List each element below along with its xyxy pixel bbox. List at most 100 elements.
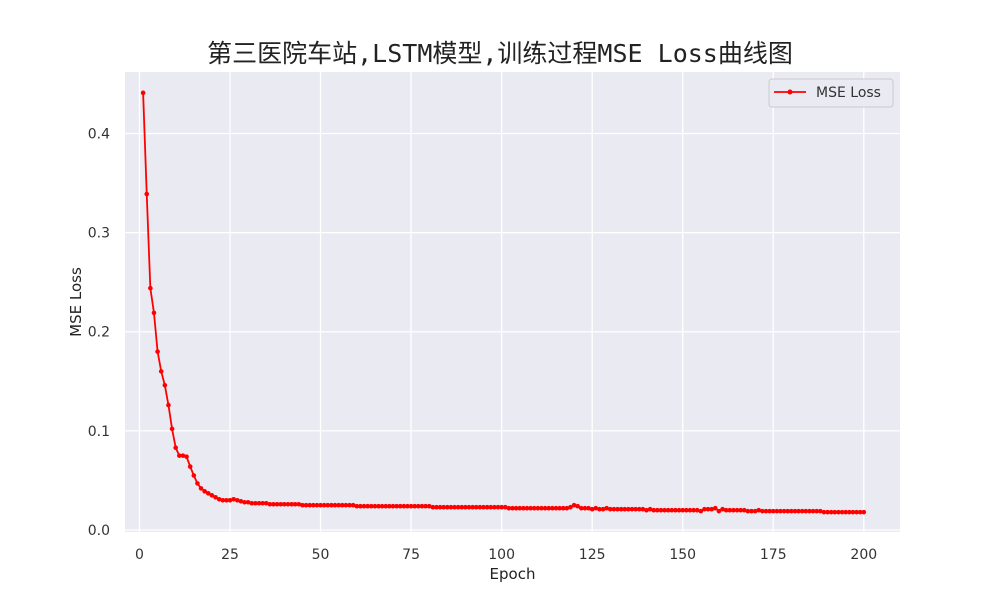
data-point <box>220 497 226 503</box>
data-point <box>296 501 302 507</box>
data-point <box>162 382 168 388</box>
data-point <box>807 508 812 514</box>
data-point <box>274 501 280 507</box>
data-point <box>419 503 425 509</box>
y-tick-label: 0.1 <box>88 424 110 440</box>
data-point <box>224 497 229 503</box>
data-point <box>481 504 486 510</box>
data-point <box>611 506 617 512</box>
data-point <box>256 500 262 506</box>
data-point <box>166 402 171 408</box>
data-point <box>673 507 678 513</box>
data-point <box>597 506 602 512</box>
data-point <box>796 508 801 514</box>
data-point <box>738 507 743 513</box>
data-point <box>720 506 725 512</box>
data-point <box>825 509 830 515</box>
data-point <box>546 505 552 511</box>
data-point <box>437 504 443 510</box>
data-point <box>470 504 475 510</box>
data-point <box>253 500 258 506</box>
data-point <box>803 508 809 514</box>
data-point <box>763 508 769 514</box>
data-point <box>198 486 204 491</box>
data-point <box>238 498 244 504</box>
data-point <box>416 503 421 509</box>
data-point <box>405 503 410 509</box>
data-point <box>144 191 150 197</box>
x-tick-label: 150 <box>669 547 696 563</box>
data-point <box>379 503 385 509</box>
data-point <box>361 503 367 509</box>
data-point <box>321 502 327 508</box>
data-point <box>499 504 504 510</box>
data-point <box>517 505 523 511</box>
data-point <box>542 505 548 511</box>
data-point <box>818 508 823 514</box>
data-point <box>151 310 157 316</box>
data-point <box>799 508 805 514</box>
data-point <box>709 506 714 512</box>
y-tick-label: 0.0 <box>88 523 110 539</box>
x-axis-label: Epoch <box>490 565 536 583</box>
data-point <box>339 502 345 508</box>
data-point <box>749 508 754 514</box>
data-point <box>401 503 407 509</box>
data-point <box>575 503 580 509</box>
data-point <box>249 500 255 506</box>
data-point <box>329 502 334 508</box>
data-point <box>828 509 834 515</box>
data-point <box>629 506 635 512</box>
data-point <box>245 499 251 505</box>
data-point <box>531 505 537 511</box>
data-point <box>209 493 215 498</box>
legend-box <box>768 78 894 108</box>
data-point <box>477 504 483 510</box>
data-point <box>723 507 729 513</box>
data-point <box>332 502 338 508</box>
data-point <box>234 497 240 503</box>
data-point <box>857 509 863 515</box>
data-point <box>553 505 559 511</box>
data-point <box>636 506 642 512</box>
data-point <box>267 501 273 507</box>
y-tick-label: 0.3 <box>88 226 110 242</box>
x-axis-ticks: 0 25 50 75 100 125 150 175 200 <box>135 547 877 563</box>
data-point <box>430 504 436 510</box>
data-point <box>691 507 696 513</box>
legend-entry-mse-loss: MSE Loss <box>816 85 881 101</box>
data-point <box>745 508 751 514</box>
data-point <box>770 508 776 514</box>
data-point <box>155 349 160 354</box>
x-tick-label: 75 <box>402 547 420 563</box>
data-point <box>734 507 740 513</box>
data-point <box>231 496 236 502</box>
data-point <box>741 507 747 513</box>
data-point <box>423 503 428 509</box>
data-point <box>568 504 573 510</box>
data-point <box>814 508 820 514</box>
data-point <box>278 501 284 507</box>
data-point <box>694 507 700 513</box>
y-axis-ticks: 0.0 0.1 0.2 0.3 0.4 <box>88 126 110 539</box>
data-point <box>716 508 722 514</box>
data-point <box>285 501 291 507</box>
data-point <box>521 505 526 511</box>
data-point <box>372 503 378 509</box>
data-point <box>463 504 468 510</box>
data-point <box>713 505 718 511</box>
data-point <box>368 503 374 509</box>
data-point <box>426 503 432 509</box>
data-point <box>560 505 566 511</box>
data-point <box>502 504 508 510</box>
data-point <box>434 504 439 510</box>
data-point <box>140 90 146 96</box>
data-point <box>263 500 269 506</box>
x-tick-label: 100 <box>488 547 515 563</box>
data-point <box>271 501 276 507</box>
data-point <box>397 503 403 509</box>
data-point <box>408 503 414 509</box>
data-point <box>861 509 867 515</box>
data-point <box>640 506 646 512</box>
data-point <box>705 506 711 512</box>
